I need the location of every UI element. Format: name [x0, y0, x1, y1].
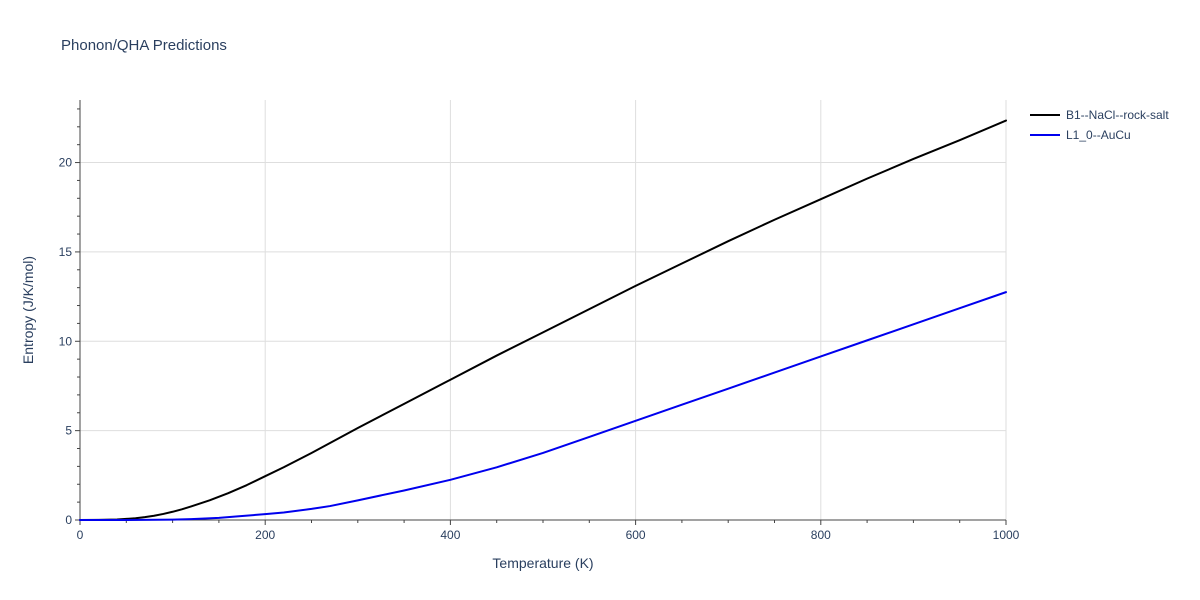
- legend-item[interactable]: L1_0--AuCu: [1030, 128, 1131, 142]
- x-axis-title: Temperature (K): [492, 555, 593, 571]
- x-tick-label: 0: [77, 528, 84, 542]
- legend-label: L1_0--AuCu: [1066, 128, 1131, 142]
- x-tick-label: 400: [440, 528, 460, 542]
- legend[interactable]: B1--NaCl--rock-salt L1_0--AuCu: [1030, 108, 1169, 142]
- x-tick-label: 1000: [993, 528, 1020, 542]
- series-line-2[interactable]: [79, 291, 1007, 521]
- y-tick-label: 15: [59, 245, 73, 259]
- series-line-1[interactable]: [79, 119, 1007, 521]
- axes-layer: 0 200 400 600 800 1000 0 5 10 15 20: [59, 100, 1020, 542]
- y-tick-label: 5: [65, 424, 72, 438]
- grid-layer: [80, 100, 1007, 520]
- y-tick-label: 10: [59, 334, 73, 348]
- x-tick-label: 800: [811, 528, 831, 542]
- legend-label: B1--NaCl--rock-salt: [1066, 108, 1169, 122]
- x-tick-label: 200: [255, 528, 275, 542]
- legend-item[interactable]: B1--NaCl--rock-salt: [1030, 108, 1169, 122]
- chart-title: Phonon/QHA Predictions: [61, 37, 227, 54]
- x-tick-label: 600: [626, 528, 646, 542]
- y-tick-label: 0: [65, 513, 72, 527]
- y-axis-title: Entropy (J/K/mol): [20, 256, 36, 364]
- series-layer: [79, 119, 1007, 521]
- y-tick-label: 20: [59, 156, 73, 170]
